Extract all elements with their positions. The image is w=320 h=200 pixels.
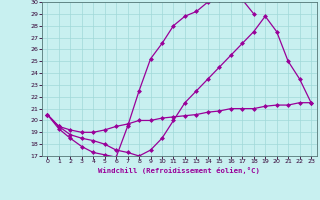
X-axis label: Windchill (Refroidissement éolien,°C): Windchill (Refroidissement éolien,°C) — [98, 167, 260, 174]
